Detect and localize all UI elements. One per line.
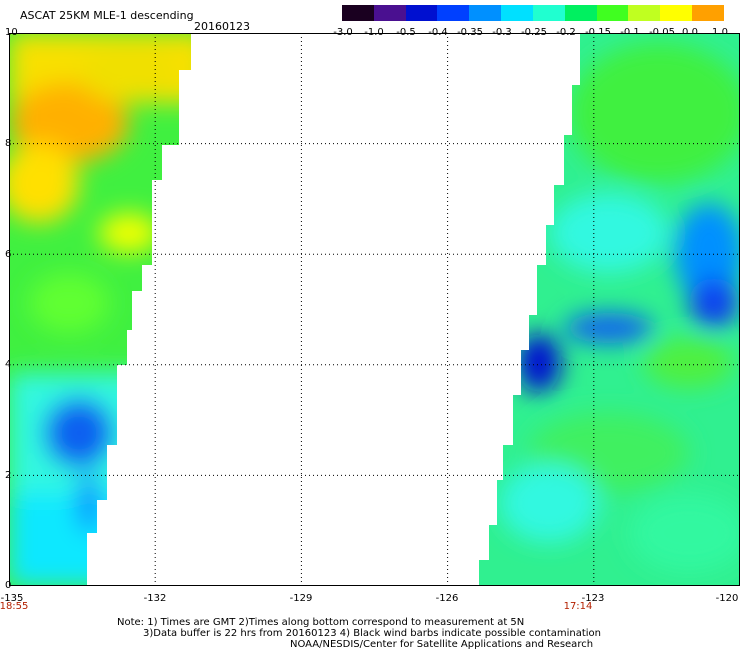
colorbar-label: -3.0	[333, 27, 353, 38]
note-line-2: 3)Data buffer is 22 hrs from 20160123 4)…	[143, 628, 601, 639]
x-axis-label: -123	[581, 593, 605, 604]
y-axis-label: 6	[5, 249, 12, 260]
map-plot	[9, 33, 740, 586]
colorbar-swatch-7	[532, 5, 565, 21]
colorbar-label: -0.05	[649, 27, 675, 38]
x-axis-label: -126	[435, 593, 459, 604]
colorbar-label: -1.0	[364, 27, 384, 38]
right-swath	[479, 33, 740, 586]
y-axis-label: 0	[5, 580, 12, 591]
x-axis-label: -132	[143, 593, 167, 604]
left-swath	[9, 33, 191, 586]
y-axis-label: 2	[5, 470, 12, 481]
colorbar-label: -0.35	[457, 27, 483, 38]
colorbar-swatch-8	[564, 5, 597, 21]
colorbar-swatch-2	[373, 5, 406, 21]
colorbar-swatch-12	[692, 5, 724, 21]
x-axis-label: -120	[715, 593, 739, 604]
x-axis-label: -135	[0, 593, 24, 604]
colorbar-swatch-4	[437, 5, 470, 21]
colorbar-label: -0.5	[396, 27, 416, 38]
colorbar-label: 1.0	[712, 27, 728, 38]
colorbar-label: -0.25	[521, 27, 547, 38]
colorbar-swatch-5	[469, 5, 502, 21]
map-date: 20160123	[194, 20, 250, 33]
y-axis-label: 10	[5, 27, 18, 38]
colorbar-swatch-11	[660, 5, 693, 21]
x-axis-label: -129	[289, 593, 313, 604]
colorbar-label: -0.1	[620, 27, 640, 38]
pass-time-left: 18:55	[0, 601, 29, 612]
colorbar-label: -0.3	[492, 27, 512, 38]
y-axis-label: 4	[5, 359, 12, 370]
colorbar-swatch-6	[501, 5, 533, 21]
map-grid	[9, 33, 740, 586]
colorbar-swatch-9	[596, 5, 629, 21]
colorbar-swatch-1	[342, 5, 374, 21]
colorbar-label: -0.15	[585, 27, 611, 38]
map-title: ASCAT 25KM MLE-1 descending	[20, 9, 194, 22]
note-line-1: Note: 1) Times are GMT 2)Times along bot…	[117, 617, 525, 628]
colorbar-label: -0.4	[428, 27, 448, 38]
pass-time-right: 17:14	[563, 601, 593, 612]
colorbar-label: -0.2	[556, 27, 576, 38]
colorbar-swatch-3	[405, 5, 438, 21]
y-axis-label: 8	[5, 138, 12, 149]
colorbar-label: 0.0	[682, 27, 698, 38]
note-credit: NOAA/NESDIS/Center for Satellite Applica…	[290, 639, 594, 650]
colorbar-swatch-10	[628, 5, 661, 21]
colorbar	[342, 5, 724, 21]
